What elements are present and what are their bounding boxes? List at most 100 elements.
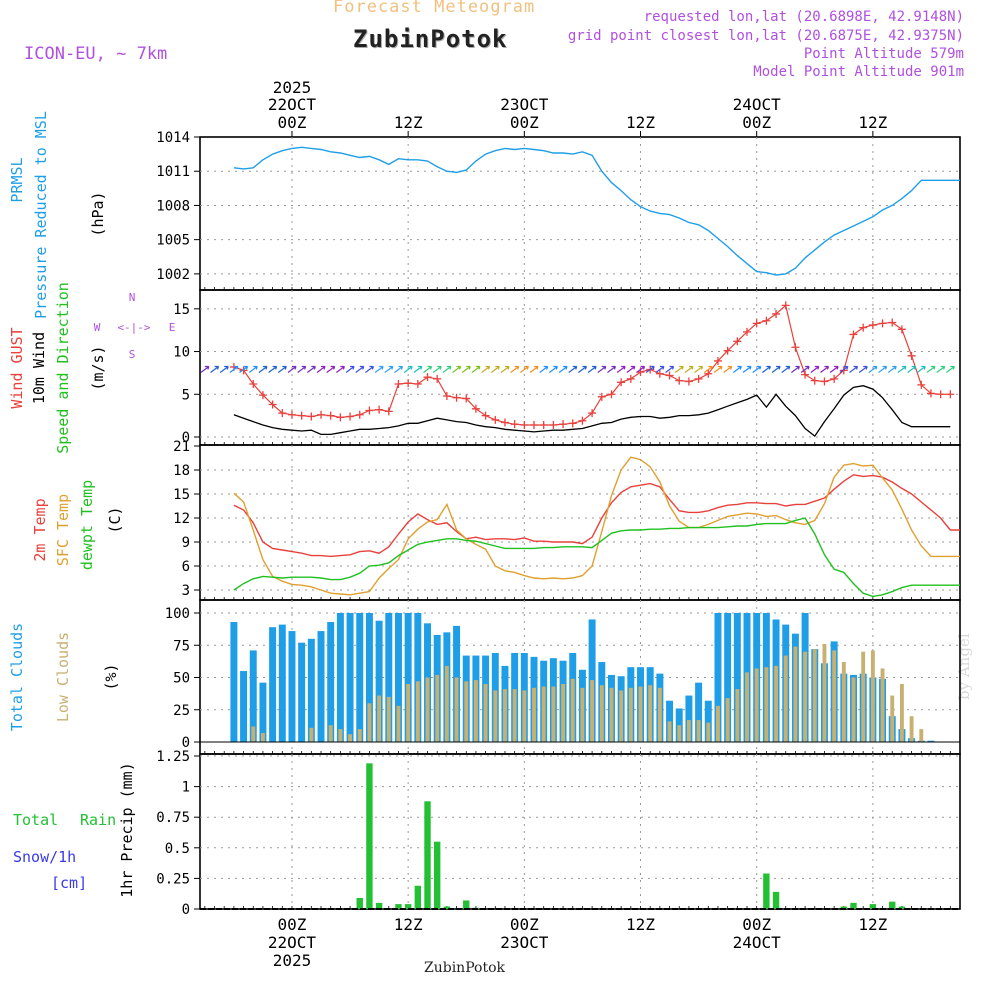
low-cloud-bar: [657, 687, 662, 742]
compass-w: W: [94, 321, 101, 334]
low-cloud-bar: [396, 705, 401, 742]
pressure-line: [233, 146, 960, 276]
wind-direction-arrow: [268, 365, 278, 373]
low-cloud-bar: [415, 681, 420, 742]
wind-direction-arrow: [636, 365, 646, 373]
low-cloud-bar: [541, 686, 546, 742]
ytick-label-p3-1: 6: [182, 559, 190, 575]
total-cloud-bar: [269, 627, 277, 742]
low-cloud-bar: [619, 690, 624, 742]
ytick-label-p2-1: 5: [182, 387, 190, 403]
total-cloud-bar: [288, 631, 296, 742]
tsfc-line: [233, 456, 960, 596]
gust-marker: [549, 421, 558, 430]
low-cloud-bar: [532, 687, 536, 742]
total-cloud-bar: [685, 695, 693, 742]
ytick-label-p4-2: 50: [173, 671, 190, 687]
ytick-label-p5-2: 0.5: [165, 841, 190, 857]
rain-bar: [840, 906, 848, 909]
total-cloud-bar: [927, 740, 935, 742]
total-cloud-bar: [317, 631, 325, 742]
gust-marker: [326, 411, 335, 420]
wind-direction-arrow: [839, 365, 849, 373]
gust-marker: [820, 377, 829, 386]
top-hour-label: 00Z: [510, 113, 539, 132]
ytick-label-p4-0: 0: [182, 735, 190, 751]
low-cloud-bar: [551, 686, 556, 742]
low-cloud-bar: [609, 687, 614, 742]
low-clouds-label: Low Clouds: [54, 632, 72, 722]
gust-marker: [733, 337, 742, 346]
wind-direction-arrow: [742, 365, 752, 373]
rain-bar: [414, 885, 422, 909]
low-cloud-bar: [522, 690, 527, 742]
ytick-label-p1-3: 1011: [156, 164, 190, 180]
rain-bar: [434, 841, 441, 909]
wind-direction-arrow: [607, 365, 617, 373]
wind-direction-arrow: [519, 365, 529, 373]
gust-marker: [946, 390, 955, 399]
ytick-label-p1-1: 1005: [156, 233, 190, 249]
gust-marker: [839, 366, 848, 375]
gust-marker: [500, 418, 509, 427]
gust-marker: [801, 370, 810, 379]
total-cloud-bar: [336, 613, 344, 742]
wind-direction-arrow: [732, 365, 742, 373]
gust-marker: [239, 366, 248, 375]
low-cloud-bar: [493, 690, 498, 742]
total-cloud-bar: [365, 613, 373, 742]
low-cloud-bar: [870, 650, 875, 742]
gust-marker: [626, 374, 635, 383]
rain-label: Rain: [80, 811, 116, 829]
ytick-label-p5-4: 1: [182, 780, 190, 796]
gust-marker: [355, 410, 364, 419]
ytick-label-p5-3: 0.75: [156, 810, 190, 826]
top-date-label: 22OCT: [268, 95, 317, 114]
gust-marker: [375, 405, 384, 414]
gust-marker: [578, 416, 587, 425]
low-cloud-bar: [861, 651, 866, 742]
low-cloud-bar: [774, 665, 778, 742]
pressure-label: Pressure Reduced to MSL: [32, 111, 50, 319]
gust-marker: [404, 379, 413, 388]
total-cloud-bar: [704, 700, 712, 742]
rain-bar: [395, 904, 402, 909]
gust-marker: [268, 400, 277, 409]
wind-direction-arrow: [791, 365, 800, 373]
top-hour-label: 00Z: [742, 113, 771, 132]
ytick-label-p3-0: 3: [182, 583, 190, 599]
gust-marker: [772, 309, 781, 318]
wind-direction-arrow: [771, 365, 781, 373]
wind-direction-arrow: [752, 365, 762, 373]
t2m-line: [233, 474, 960, 558]
low-cloud-bar: [648, 685, 653, 742]
wind-line: [233, 385, 951, 438]
wind-direction-arrow: [878, 365, 888, 373]
rain-bar: [889, 901, 896, 909]
low-cloud-bar: [822, 643, 827, 742]
total-cloud-bar: [259, 682, 267, 742]
low-cloud-bar: [909, 716, 914, 742]
low-cloud-bar: [483, 683, 488, 742]
low-cloud-bar: [464, 681, 469, 742]
ytick-label-p3-4: 15: [173, 487, 190, 503]
low-cloud-bar: [696, 720, 701, 742]
gust-marker: [278, 409, 287, 418]
wind-direction-arrow: [423, 365, 433, 373]
gust-marker: [704, 369, 713, 378]
gust-marker: [878, 319, 887, 328]
low-cloud-bar: [716, 705, 720, 742]
low-cloud-bar: [367, 703, 372, 742]
wind-direction-arrow: [665, 365, 675, 373]
gust-marker: [684, 377, 693, 386]
total-cloud-bar: [404, 613, 412, 742]
gust-marker: [588, 409, 597, 418]
top-date-label: 24OCT: [733, 95, 782, 114]
gust-marker: [791, 343, 800, 352]
low-cloud-bar: [357, 729, 362, 742]
ytick-label-p5-1: 0.25: [156, 871, 190, 887]
low-cloud-bar: [851, 677, 856, 742]
gust-marker: [346, 412, 355, 421]
compass-n: N: [129, 291, 136, 304]
wind-direction-arrow: [306, 365, 316, 373]
